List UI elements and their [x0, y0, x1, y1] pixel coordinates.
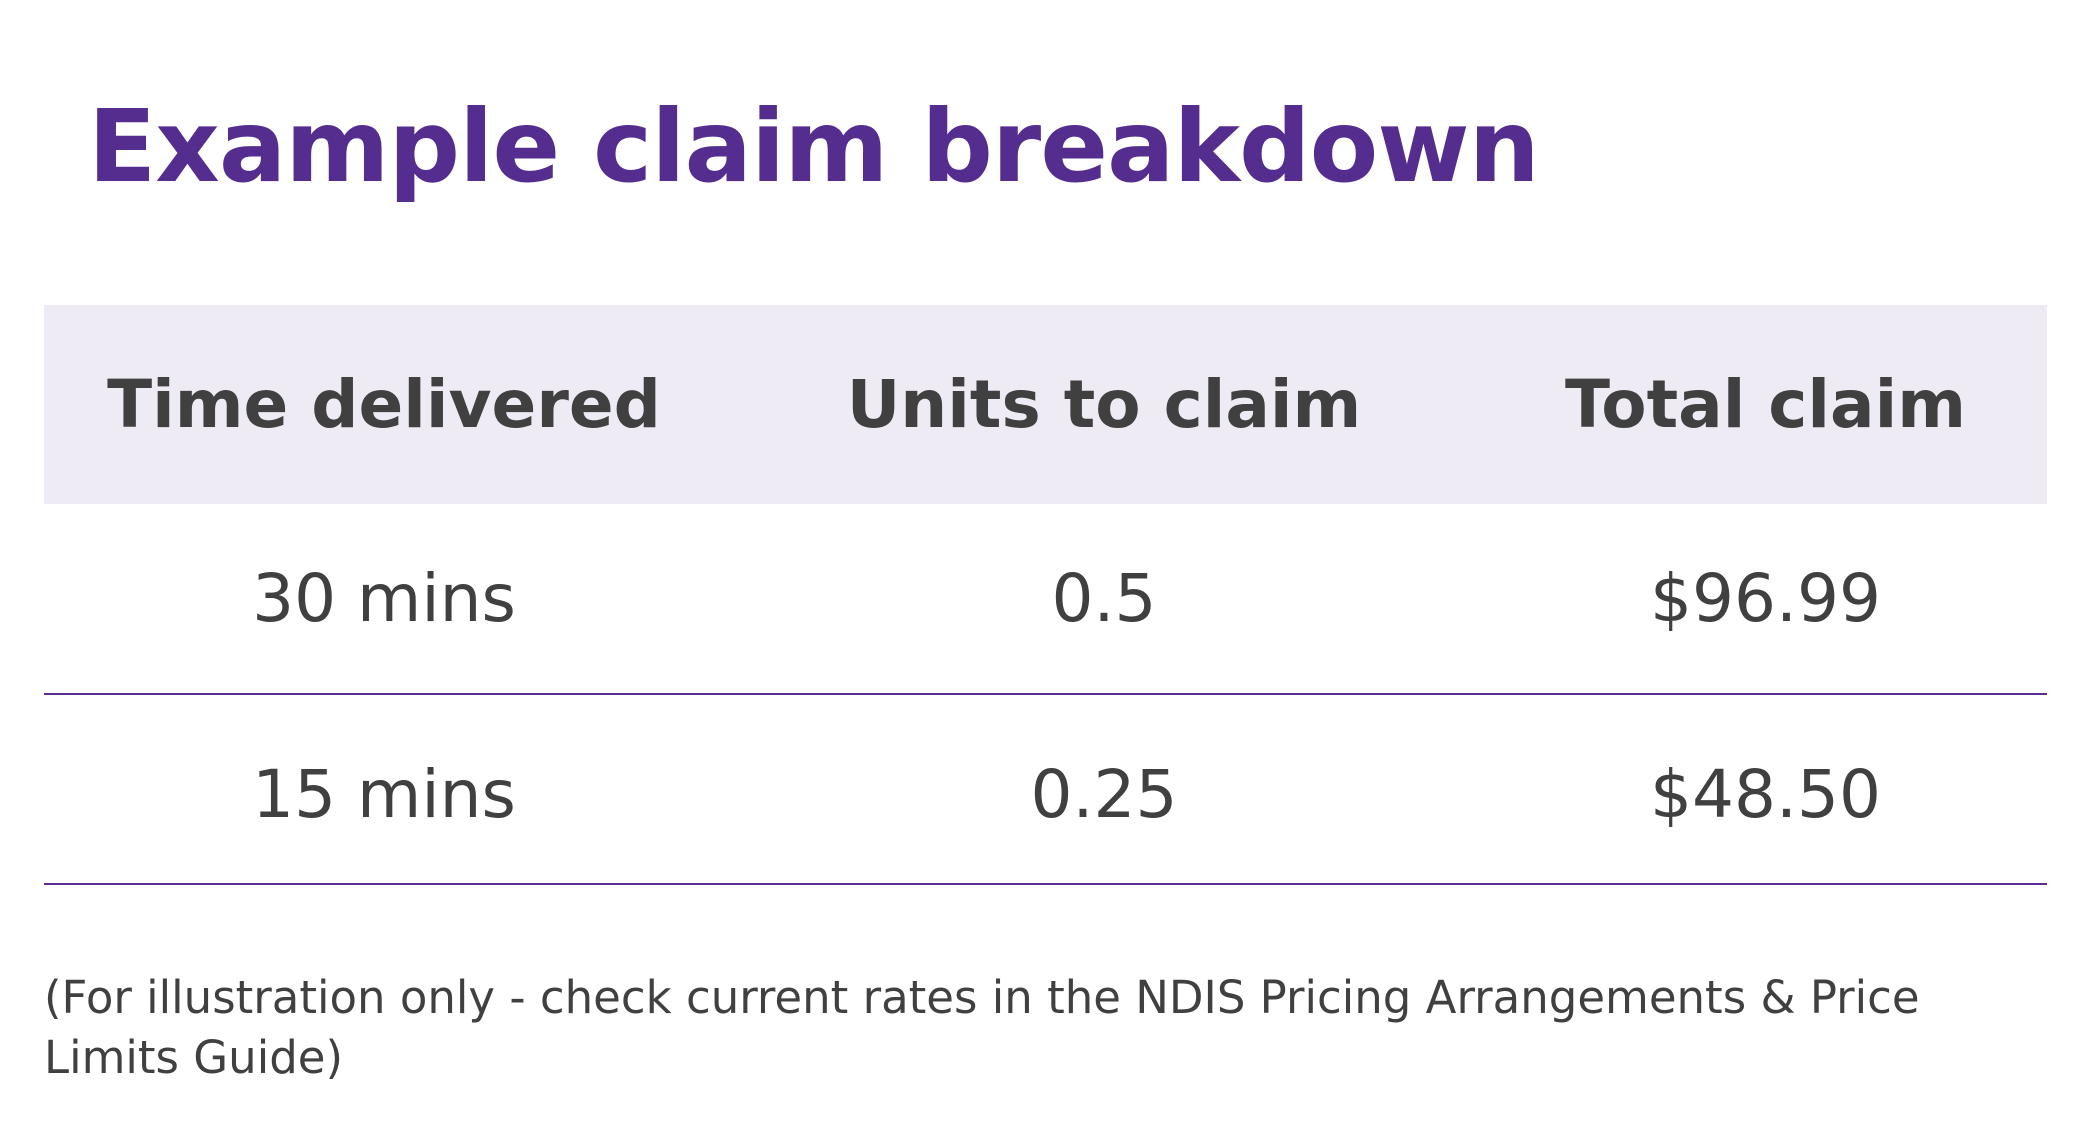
- table-row: 15 mins 0.25 $48.50: [44, 694, 2047, 884]
- illustration-note: (For illustration only - check current r…: [44, 971, 1920, 1084]
- header-time-delivered: Time delivered: [107, 366, 661, 443]
- header-units-to-claim: Units to claim: [846, 366, 1362, 443]
- cell-total-claim: $48.50: [1650, 755, 1881, 833]
- table-row: 30 mins 0.5 $96.99: [44, 504, 2047, 694]
- page-title: Example claim breakdown: [88, 88, 1540, 205]
- cell-time-delivered: 15 mins: [252, 755, 516, 833]
- table-header-row: Time delivered Units to claim Total clai…: [44, 305, 2047, 504]
- table-body: 30 mins 0.5 $96.99 15 mins 0.25 $48.50: [44, 504, 2047, 884]
- cell-time-delivered: 30 mins: [252, 560, 516, 637]
- table-header: Time delivered Units to claim Total clai…: [44, 305, 2047, 504]
- cell-total-claim: $96.99: [1650, 560, 1881, 637]
- header-total-claim: Total claim: [1565, 366, 1966, 443]
- claim-breakdown-table: Time delivered Units to claim Total clai…: [44, 305, 2047, 885]
- cell-units-to-claim: 0.25: [1030, 755, 1178, 833]
- cell-units-to-claim: 0.5: [1051, 560, 1157, 637]
